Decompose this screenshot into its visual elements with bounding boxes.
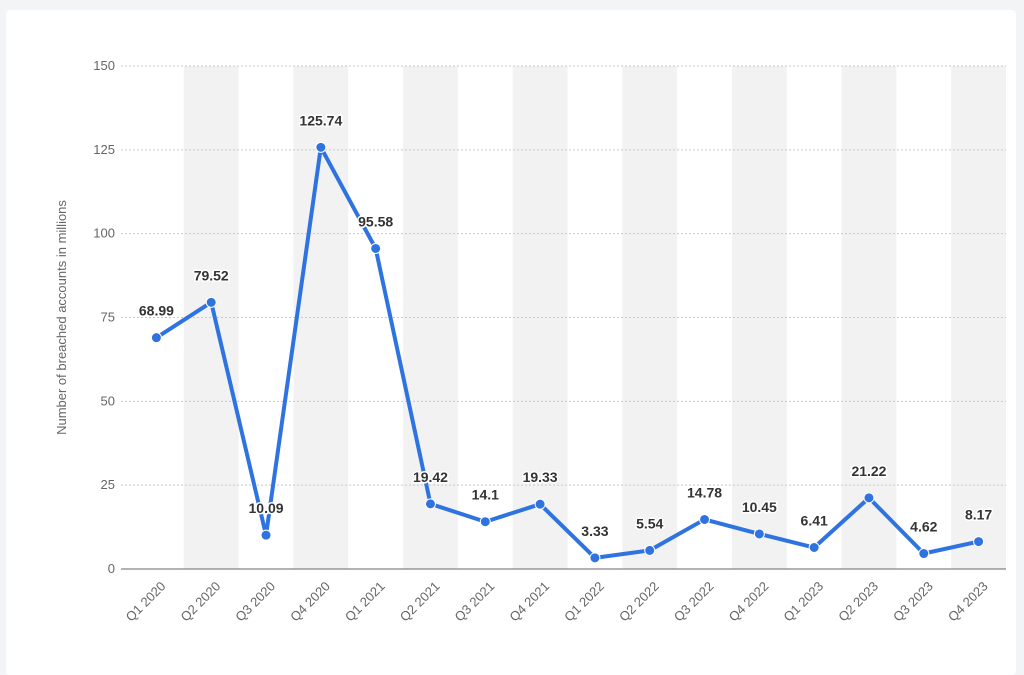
x-tick-label: Q1 2020 — [123, 579, 169, 625]
data-labels: 68.99 79.52 10.09 125.74 95.58 19.42 14.1 19.33… — [137, 111, 994, 540]
data-point — [150, 332, 162, 344]
x-tick-label: Q3 2021 — [452, 579, 498, 625]
x-tick-label: Q4 2022 — [726, 579, 772, 625]
x-tick-label: Q4 2023 — [945, 579, 991, 625]
x-tick-label: Q3 2020 — [232, 579, 278, 625]
data-label: 68.99 — [139, 303, 174, 319]
y-tick-labels: 0 25 50 75 100 125 150 — [93, 58, 115, 576]
category-band — [512, 66, 568, 569]
data-label: 3.33 — [581, 523, 608, 539]
y-tick-label: 25 — [101, 477, 115, 492]
data-point — [699, 513, 711, 525]
x-tick-label: Q2 2022 — [616, 579, 662, 625]
x-tick-label: Q3 2023 — [890, 579, 936, 625]
series-polyline — [154, 145, 981, 560]
data-point — [315, 141, 327, 153]
x-tick-label: Q3 2022 — [671, 579, 717, 625]
data-label: 19.42 — [413, 469, 448, 485]
data-label: 95.58 — [358, 213, 393, 229]
data-label: 14.78 — [687, 484, 722, 500]
data-point — [918, 548, 930, 560]
data-label: 10.09 — [249, 500, 284, 516]
data-label: 14.1 — [472, 487, 499, 503]
data-label: 5.54 — [636, 515, 663, 531]
y-tick-label: 100 — [93, 226, 115, 241]
x-tick-labels: Q1 2020 Q2 2020 Q3 2020 Q4 2020 Q1 2021 Q2 20… — [123, 579, 991, 625]
data-point — [260, 529, 272, 541]
data-point — [424, 498, 436, 510]
x-tick-label: Q2 2023 — [835, 579, 881, 625]
data-label: 79.52 — [194, 267, 229, 283]
y-tick-label: 75 — [101, 310, 115, 325]
series-line — [154, 145, 981, 560]
series-points — [150, 141, 985, 564]
data-point — [863, 492, 875, 504]
data-label: 19.33 — [523, 469, 558, 485]
data-point — [808, 542, 820, 554]
data-point — [589, 552, 601, 564]
data-point — [205, 296, 217, 308]
x-tick-label: Q1 2023 — [780, 579, 826, 625]
data-label: 6.41 — [801, 513, 828, 529]
line-chart: 0 25 50 75 100 125 150 Number of breached acco… — [54, 58, 1006, 625]
data-point — [973, 536, 985, 548]
x-tick-label: Q2 2020 — [177, 579, 223, 625]
data-point — [534, 498, 546, 510]
y-tick-label: 0 — [108, 561, 115, 576]
y-axis-title: Number of breached accounts in millions — [54, 200, 69, 435]
data-label: 21.22 — [851, 463, 886, 479]
x-tick-label: Q1 2022 — [561, 579, 607, 625]
data-label: 8.17 — [965, 507, 992, 523]
data-point — [753, 528, 765, 540]
data-label: 10.45 — [742, 499, 777, 515]
x-tick-label: Q4 2020 — [287, 579, 333, 625]
data-label: 4.62 — [910, 519, 937, 535]
x-tick-label: Q1 2021 — [342, 579, 388, 625]
data-point — [479, 516, 491, 528]
x-tick-label: Q2 2021 — [397, 579, 443, 625]
y-tick-label: 125 — [93, 142, 115, 157]
x-tick-label: Q4 2021 — [506, 579, 552, 625]
y-tick-label: 150 — [93, 58, 115, 73]
y-gridlines — [121, 65, 1006, 570]
data-point — [644, 544, 656, 556]
chart-card: 0 25 50 75 100 125 150 Number of breached acco… — [6, 10, 1016, 675]
data-label: 125.74 — [299, 112, 342, 128]
data-point — [370, 242, 382, 254]
y-tick-label: 50 — [101, 393, 115, 408]
